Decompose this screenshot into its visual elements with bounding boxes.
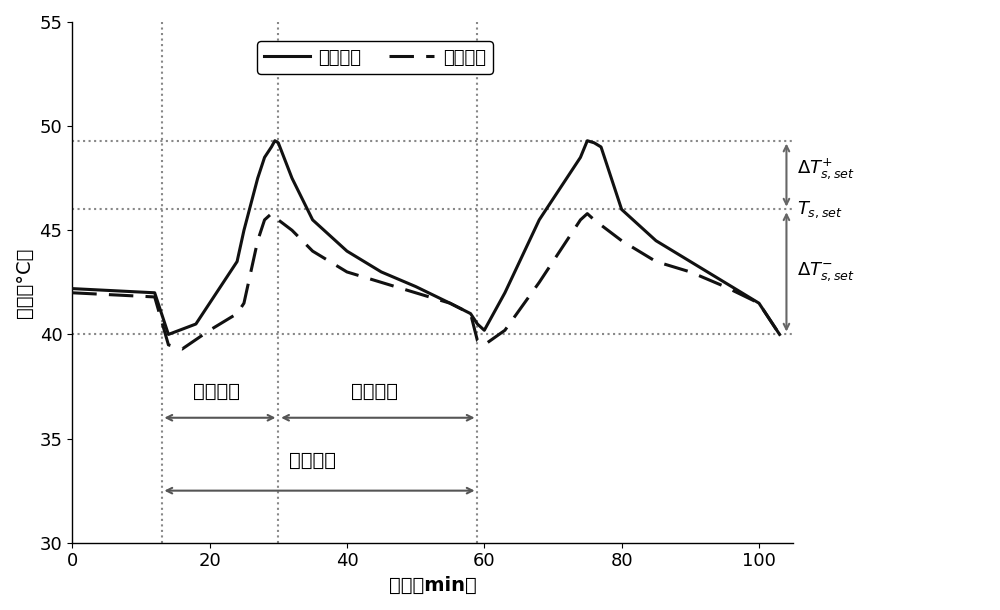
Text: 运行阶段: 运行阶段 bbox=[193, 382, 240, 401]
回水温度 bbox=[588, 216, 600, 223]
供水温度 bbox=[190, 320, 202, 328]
回水温度 bbox=[149, 293, 161, 301]
供水温度 bbox=[265, 143, 277, 151]
回水温度 bbox=[204, 326, 216, 334]
供水温度 bbox=[533, 216, 545, 223]
Y-axis label: 水温（°C）: 水温（°C） bbox=[15, 247, 34, 318]
供水温度 bbox=[307, 216, 319, 223]
Text: $\Delta T_{s,set}^{+}$: $\Delta T_{s,set}^{+}$ bbox=[797, 156, 855, 181]
供水温度 bbox=[465, 310, 477, 317]
供水温度 bbox=[568, 164, 580, 171]
供水温度 bbox=[581, 137, 593, 145]
回水温度 bbox=[245, 268, 257, 276]
回水温度 bbox=[272, 216, 284, 223]
回水温度 bbox=[286, 227, 298, 234]
回水温度 bbox=[684, 268, 696, 276]
回水温度 bbox=[465, 310, 477, 317]
回水温度 bbox=[444, 300, 456, 307]
回水温度 bbox=[307, 248, 319, 255]
回水温度 bbox=[574, 216, 586, 223]
Text: $\Delta T_{s,set}^{-}$: $\Delta T_{s,set}^{-}$ bbox=[797, 260, 855, 283]
供水温度 bbox=[650, 237, 662, 245]
回水温度 bbox=[265, 210, 277, 217]
供水温度 bbox=[252, 174, 264, 182]
回水温度 bbox=[581, 210, 593, 217]
回水温度 bbox=[499, 326, 511, 334]
供水温度 bbox=[719, 279, 731, 286]
回水温度 bbox=[66, 289, 78, 296]
Text: $T_{s,set}$: $T_{s,set}$ bbox=[797, 199, 842, 220]
供水温度 bbox=[162, 331, 174, 338]
供水温度 bbox=[478, 326, 490, 334]
Text: 停机阶段: 停机阶段 bbox=[351, 382, 398, 401]
回水温度 bbox=[547, 258, 559, 265]
供水温度 bbox=[375, 268, 387, 276]
供水温度 bbox=[231, 258, 243, 265]
Legend: 供水温度, 回水温度: 供水温度, 回水温度 bbox=[257, 41, 493, 74]
供水温度 bbox=[499, 289, 511, 296]
供水温度 bbox=[753, 300, 765, 307]
Text: 启停周期: 启停周期 bbox=[289, 451, 336, 470]
回水温度 bbox=[162, 341, 174, 348]
供水温度 bbox=[149, 289, 161, 296]
回水温度 bbox=[471, 337, 483, 344]
回水温度 bbox=[561, 237, 573, 245]
供水温度 bbox=[286, 174, 298, 182]
供水温度 bbox=[684, 258, 696, 265]
回水温度 bbox=[753, 300, 765, 307]
回水温度 bbox=[375, 279, 387, 286]
回水温度 bbox=[238, 300, 250, 307]
供水温度 bbox=[259, 154, 271, 161]
回水温度 bbox=[176, 345, 188, 353]
供水温度 bbox=[341, 248, 353, 255]
供水温度 bbox=[410, 283, 422, 290]
供水温度 bbox=[588, 139, 600, 146]
回水温度 bbox=[231, 310, 243, 317]
回水温度 bbox=[341, 268, 353, 276]
供水温度 bbox=[595, 143, 607, 151]
回水温度 bbox=[410, 289, 422, 296]
回水温度 bbox=[650, 258, 662, 265]
供水温度 bbox=[554, 185, 566, 192]
回水温度 bbox=[719, 283, 731, 290]
回水温度 bbox=[478, 341, 490, 348]
X-axis label: 时间（min）: 时间（min） bbox=[389, 576, 477, 595]
回水温度 bbox=[533, 279, 545, 286]
供水温度 bbox=[574, 154, 586, 161]
供水温度 bbox=[774, 331, 786, 338]
回水温度 bbox=[616, 237, 628, 245]
供水温度 bbox=[238, 227, 250, 234]
供水温度 bbox=[269, 137, 281, 145]
回水温度 bbox=[774, 331, 786, 338]
供水温度 bbox=[66, 285, 78, 292]
Line: 供水温度: 供水温度 bbox=[72, 141, 780, 334]
供水温度 bbox=[444, 300, 456, 307]
回水温度 bbox=[259, 216, 271, 223]
供水温度 bbox=[272, 139, 284, 146]
供水温度 bbox=[471, 320, 483, 328]
Line: 回水温度: 回水温度 bbox=[72, 214, 780, 349]
回水温度 bbox=[252, 237, 264, 245]
供水温度 bbox=[616, 206, 628, 213]
